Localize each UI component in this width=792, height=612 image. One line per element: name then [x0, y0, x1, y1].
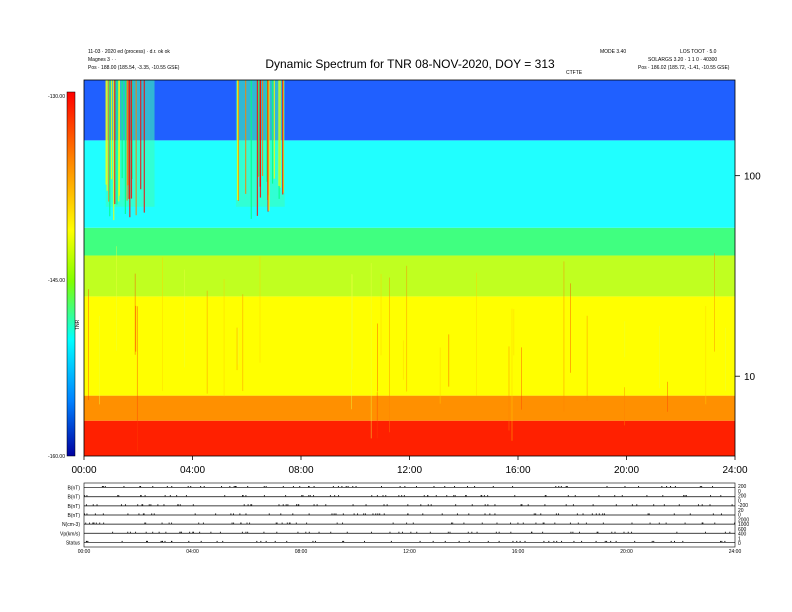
- x-tick-label: 16:00: [505, 465, 530, 476]
- panel-right-tick: 2000: [738, 517, 749, 523]
- panel-right-tick: 200: [738, 494, 747, 500]
- colorbar: [66, 91, 76, 457]
- spectrum-band-0: [84, 420, 735, 456]
- panel-right-tick: -200: [738, 503, 748, 509]
- x-tick-label: 04:00: [180, 465, 205, 476]
- spectrogram: [83, 79, 736, 457]
- x-tick-label: 08:00: [288, 465, 313, 476]
- header-left-line3: Pos · 188.00 (185.54, -3.35, -10.55 GSE): [88, 65, 180, 71]
- x-tick-label: 12:00: [397, 465, 422, 476]
- spectrum-band-2: [84, 296, 735, 396]
- panel-x-tick-label: 20:00: [620, 549, 633, 555]
- spectrum-band-6: [84, 80, 735, 141]
- panel-right-tick: 600: [738, 527, 747, 533]
- panel-label: N(cm-3): [62, 522, 80, 528]
- header-right-line4: Pos · 186.02 (185.72, -1.41, -10.55 GSE): [638, 65, 730, 71]
- spectrum-band-4: [84, 227, 735, 256]
- panel-x-tick-label: 16:00: [512, 549, 525, 555]
- panel-label: Status: [66, 540, 81, 546]
- x-tick-label: 24:00: [722, 465, 747, 476]
- radio-burst-0: [105, 80, 155, 221]
- spectrum-band-5: [84, 140, 735, 228]
- parameter-panels: B(nT) B(nT) B(nT) B(nT) N(cm-3) Vp(km/s) Statu…: [60, 482, 749, 555]
- colorbar-tick-top: -130.00: [48, 94, 65, 100]
- x-axis: 00:00 04:00 08:00 12:00 16:00 20:00 24:00: [71, 456, 748, 476]
- panel-label: B(nT): [68, 486, 81, 492]
- panel-right-tick: 1000: [738, 522, 749, 528]
- header-right-line3: SOLARGS 3.20 · 1 1 0 · 40300: [648, 57, 717, 63]
- y-tick-label: 100: [744, 172, 761, 183]
- chart-title: Dynamic Spectrum for TNR 08-NOV-2020, DO…: [265, 57, 555, 71]
- panel-x-tick-label: 12:00: [403, 549, 416, 555]
- panel-label: B(nT): [68, 513, 81, 519]
- panel-label: Vp(km/s): [60, 531, 80, 537]
- colorbar-label: TNR: [75, 319, 81, 330]
- panel-right-tick: 400: [738, 532, 747, 538]
- header-left-line1: 11-03 · 2020 ed (process) · d.r. ok ok: [88, 49, 170, 55]
- y-axis: 10 100: [735, 172, 761, 383]
- x-tick-label: 00:00: [71, 465, 96, 476]
- x-tick-label: 20:00: [614, 465, 639, 476]
- radio-burst-1: [235, 80, 285, 219]
- header-left-line2: Magnes 3 · ·: [88, 57, 116, 63]
- panel-x-tick-label: 04:00: [186, 549, 199, 555]
- colorbar-tick-mid: -145.00: [48, 278, 65, 284]
- panel-right-tick: 0: [738, 489, 741, 495]
- panel-label: B(nT): [68, 504, 81, 510]
- panel-right-tick: 0: [738, 541, 741, 547]
- panel-x-tick-label: 24:00: [729, 549, 742, 555]
- spectrum-band-1: [84, 395, 735, 421]
- panel-x-tick-label: 08:00: [295, 549, 308, 555]
- panel-right-tick: 20: [738, 508, 744, 514]
- panel-right-tick: 200: [738, 484, 747, 490]
- panel-right-tick: 1: [738, 536, 741, 542]
- header-marker-label: CTFTE: [566, 70, 583, 76]
- panel-label: B(nT): [68, 495, 81, 501]
- header-right-line1: MODE 3.40: [600, 49, 626, 55]
- spectrum-band-3: [84, 255, 735, 297]
- y-tick-label: 10: [744, 372, 756, 383]
- header-right-line2: LOS TOOT · 5.0: [680, 49, 717, 55]
- panel-right-tick: 0: [738, 498, 741, 504]
- panel-right-tick: 0: [738, 513, 741, 519]
- colorbar-tick-bottom: -160.00: [48, 454, 65, 460]
- panel-x-tick-label: 00:00: [78, 549, 91, 555]
